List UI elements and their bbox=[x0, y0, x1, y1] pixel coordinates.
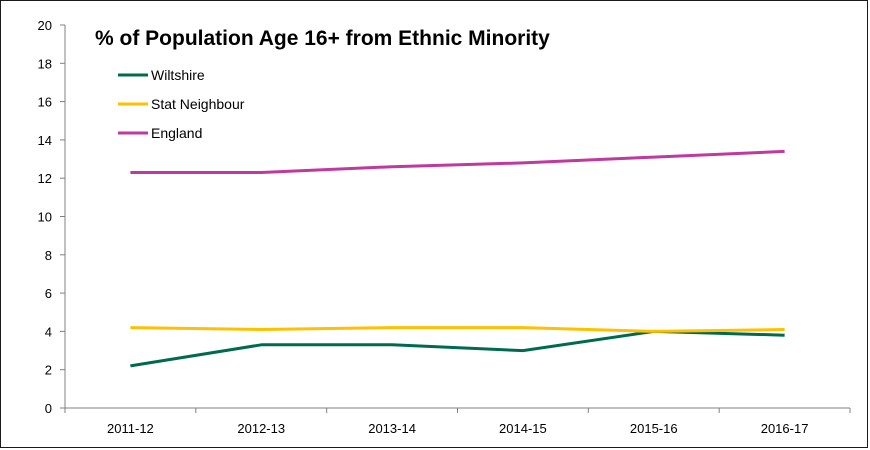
x-tick-label: 2013-14 bbox=[368, 421, 416, 436]
x-axis-ticks: 2011-12 2012-13 2013-14 2014-15 2015-16 2016-… bbox=[64, 408, 851, 436]
x-tick-label: 2015-16 bbox=[630, 421, 678, 436]
series-line-england bbox=[130, 149, 785, 174]
series-line-wiltshire bbox=[130, 329, 785, 368]
y-tick-label: 16 bbox=[38, 95, 52, 110]
y-tick-label: 12 bbox=[38, 171, 52, 186]
legend: Wiltshire Stat Neighbour England bbox=[118, 67, 245, 141]
y-tick-label: 10 bbox=[38, 210, 52, 225]
legend-label: England bbox=[151, 125, 202, 141]
y-tick-label: 20 bbox=[38, 18, 52, 33]
x-tick-label: 2016-17 bbox=[761, 421, 809, 436]
y-tick-label: 18 bbox=[38, 56, 52, 71]
x-tick-label: 2011-12 bbox=[107, 421, 154, 436]
y-tick-label: 6 bbox=[45, 286, 52, 301]
y-tick-label: 14 bbox=[38, 133, 52, 148]
x-tick-label: 2014-15 bbox=[499, 421, 547, 436]
series-lines bbox=[130, 149, 785, 368]
chart-title: % of Population Age 16+ from Ethnic Mino… bbox=[95, 27, 550, 50]
y-tick-label: 2 bbox=[45, 363, 52, 378]
y-tick-label: 8 bbox=[45, 248, 52, 263]
series-line-stat-neighbour bbox=[130, 326, 785, 333]
y-tick-label: 4 bbox=[45, 324, 52, 339]
legend-label: Stat Neighbour bbox=[151, 96, 245, 112]
x-tick-label: 2012-13 bbox=[237, 421, 285, 436]
y-axis-ticks: 0 2 4 6 8 10 12 14 16 18 20 bbox=[38, 18, 65, 416]
y-tick-label: 0 bbox=[45, 401, 52, 416]
legend-label: Wiltshire bbox=[151, 67, 205, 83]
